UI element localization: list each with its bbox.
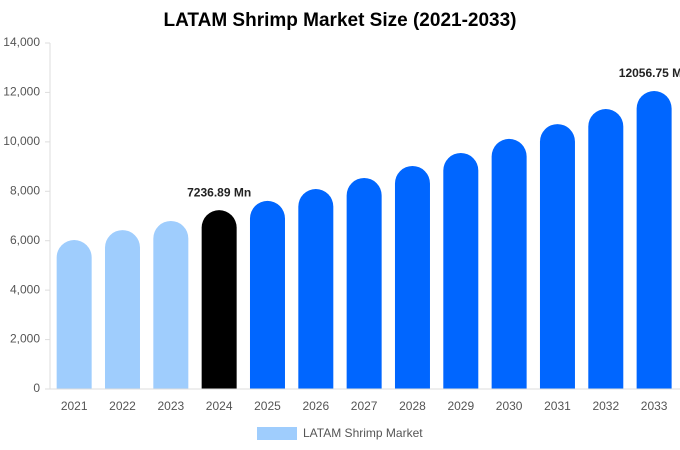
bar — [636, 91, 672, 390]
x-tick-label: 2027 — [351, 399, 378, 413]
y-tick-label: 10,000 — [3, 134, 40, 148]
x-tick-label: 2028 — [399, 399, 426, 413]
bar — [104, 230, 140, 389]
bar — [346, 177, 382, 389]
x-tick-label: 2026 — [302, 399, 329, 413]
y-tick-label: 0 — [33, 381, 40, 395]
bar — [443, 152, 479, 389]
x-tick-label: 2033 — [641, 399, 668, 413]
x-tick-label: 2022 — [109, 399, 136, 413]
value-label: 7236.89 Mn — [187, 185, 251, 199]
x-tick-label: 2030 — [496, 399, 523, 413]
bar — [394, 165, 430, 389]
x-tick-label: 2029 — [447, 399, 474, 413]
x-tick-label: 2024 — [206, 399, 233, 413]
y-tick-label: 14,000 — [3, 35, 40, 49]
bar — [588, 108, 624, 389]
bar — [56, 239, 92, 389]
y-tick-label: 12,000 — [3, 85, 40, 99]
y-tick-label: 4,000 — [10, 282, 40, 296]
x-tick-label: 2021 — [61, 399, 88, 413]
bar — [298, 189, 334, 389]
x-tick-label: 2025 — [254, 399, 281, 413]
bar — [491, 138, 527, 389]
x-tick-label: 2032 — [592, 399, 619, 413]
chart-title: LATAM Shrimp Market Size (2021-2033) — [163, 10, 516, 31]
legend-label: LATAM Shrimp Market — [303, 426, 423, 440]
legend-swatch — [257, 427, 297, 440]
y-tick-label: 6,000 — [10, 233, 40, 247]
y-tick-label: 8,000 — [10, 183, 40, 197]
bar — [539, 124, 575, 389]
x-tick-label: 2031 — [544, 399, 571, 413]
value-label: 12056.75 Mn — [619, 66, 680, 80]
y-tick-label: 2,000 — [10, 332, 40, 346]
x-tick-label: 2023 — [157, 399, 184, 413]
bar — [249, 200, 285, 389]
bar — [201, 210, 237, 389]
bar — [153, 220, 189, 389]
